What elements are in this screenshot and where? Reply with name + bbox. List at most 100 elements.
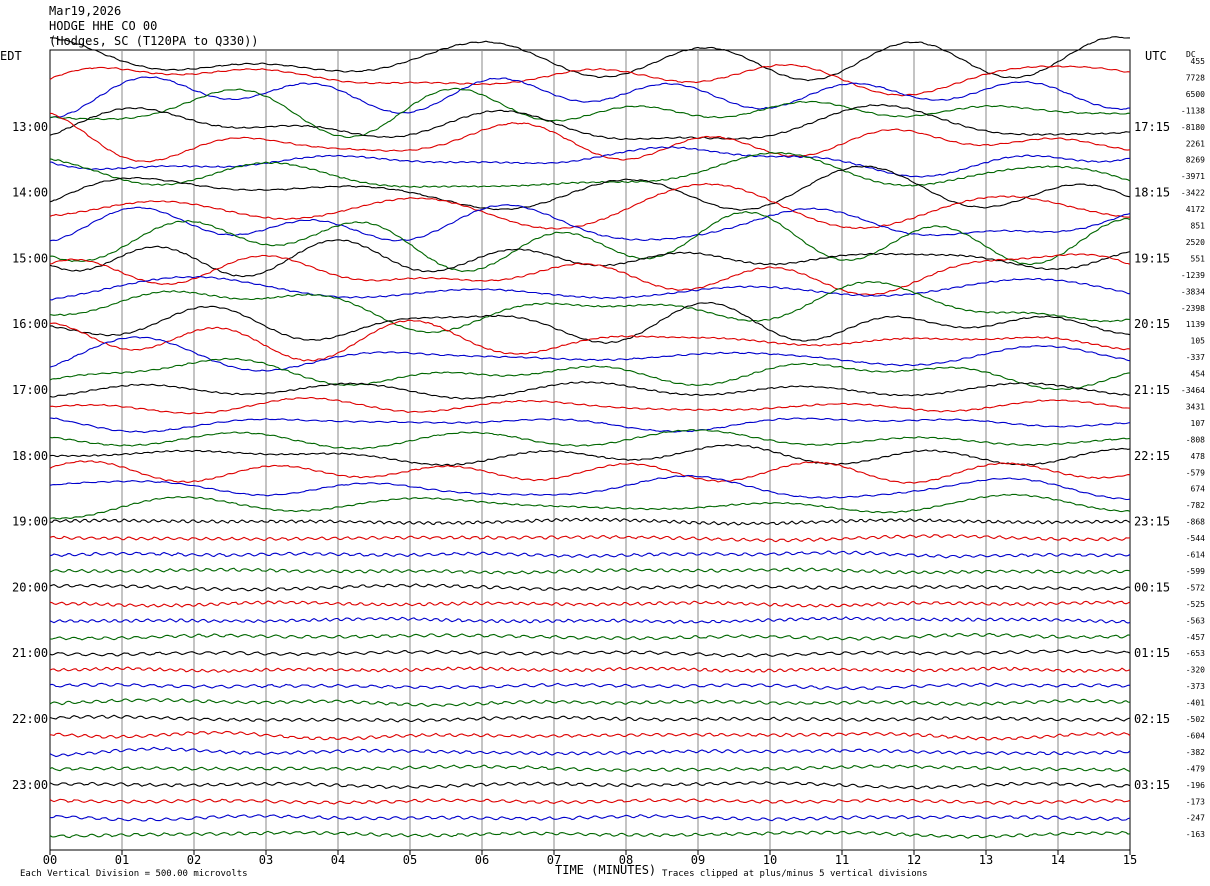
header-station: HODGE HHE CO 00 — [49, 19, 158, 33]
right-hour-label: 17:15 — [1134, 120, 1170, 134]
dc-offset-label: -320 — [1186, 666, 1205, 675]
dc-offset-label: -604 — [1186, 731, 1205, 740]
right-hour-label: 20:15 — [1134, 317, 1170, 331]
dc-offset-label: -1138 — [1181, 106, 1205, 115]
dc-offset-label: -563 — [1186, 616, 1205, 625]
axis-labels: 00 01 02 03 04 05 06 07 08 09 10 11 12 13 14 15 13:00 14:… — [12, 57, 1205, 867]
x-tick-label: 14 — [1051, 853, 1065, 867]
dc-offset-label: 6500 — [1186, 90, 1205, 99]
dc-offset-label: -544 — [1186, 534, 1205, 543]
dc-offset-label: -196 — [1186, 781, 1205, 790]
trace-line — [49, 87, 1131, 139]
trace-line — [49, 616, 1131, 624]
x-tick-label: 08 — [619, 853, 633, 867]
footer-left: Each Vertical Division = 500.00 microvol… — [20, 869, 248, 879]
dc-offset-label: 8269 — [1186, 156, 1205, 165]
dc-offset-label: 7728 — [1186, 73, 1205, 82]
dc-offset-label: -457 — [1186, 633, 1205, 642]
x-tick-label: 11 — [835, 853, 849, 867]
dc-offset-label: -3422 — [1181, 189, 1205, 198]
x-tick-label: 07 — [547, 853, 561, 867]
plot-frame — [49, 49, 1131, 851]
x-tick-label: 00 — [43, 853, 57, 867]
trace-line — [49, 649, 1131, 658]
trace-line — [49, 444, 1131, 467]
dc-offset-label: -868 — [1186, 518, 1205, 527]
dc-offset-label: -163 — [1186, 830, 1205, 839]
dc-offset-label: -653 — [1186, 649, 1205, 658]
trace-line — [49, 600, 1131, 608]
dc-offset-label: -502 — [1186, 715, 1205, 724]
trace-line — [49, 698, 1131, 707]
trace-line — [49, 302, 1131, 344]
trace-line — [49, 204, 1131, 242]
x-tick-label: 12 — [907, 853, 921, 867]
trace-line — [49, 76, 1131, 119]
x-tick-label: 05 — [403, 853, 417, 867]
trace-line — [49, 146, 1130, 178]
left-hour-label: 19:00 — [12, 515, 48, 529]
dc-offset-label: -401 — [1186, 699, 1205, 708]
dc-offset-label: -8180 — [1181, 123, 1205, 132]
right-hour-label: 23:15 — [1134, 515, 1170, 529]
x-tick-label: 03 — [259, 853, 273, 867]
trace-line — [49, 583, 1131, 592]
left-hour-label: 16:00 — [12, 317, 48, 331]
trace-line — [49, 567, 1131, 575]
dc-offset-label: -808 — [1186, 435, 1205, 444]
trace-line — [49, 781, 1131, 790]
dc-offset-label: -3971 — [1181, 172, 1205, 181]
dc-offset-label: 107 — [1191, 419, 1206, 428]
trace-line — [49, 275, 1131, 301]
footer-right: Traces clipped at plus/minus 5 vertical … — [662, 869, 928, 879]
dc-offset-label: 551 — [1191, 254, 1206, 263]
dc-offset-label: -572 — [1186, 583, 1205, 592]
x-tick-label: 04 — [331, 853, 345, 867]
dc-title: DC — [1186, 50, 1196, 59]
header-location: (Hodges, SC (T120PA to Q330)) — [49, 34, 259, 48]
left-hour-label: 14:00 — [12, 186, 48, 200]
x-tick-label: 01 — [115, 853, 129, 867]
dc-offset-label: -525 — [1186, 600, 1205, 609]
trace-line — [49, 682, 1131, 691]
dc-offset-label: 455 — [1191, 57, 1206, 66]
dc-offset-label: -1239 — [1181, 271, 1205, 280]
seismic-traces — [49, 36, 1131, 839]
trace-line — [50, 112, 1131, 163]
right-hour-label: 19:15 — [1134, 251, 1170, 265]
trace-line — [49, 381, 1131, 400]
trace-line — [49, 798, 1131, 805]
trace-line — [49, 550, 1131, 559]
trace-line — [49, 253, 1131, 296]
trace-line — [49, 429, 1131, 450]
trace-line — [49, 63, 1131, 97]
right-hour-label: 03:15 — [1134, 778, 1170, 792]
trace-line — [49, 460, 1131, 484]
dc-offset-label: 478 — [1191, 452, 1206, 461]
trace-line — [49, 319, 1131, 362]
left-hour-label: 17:00 — [12, 383, 48, 397]
minute-grid — [49, 49, 1131, 855]
x-axis-label: TIME (MINUTES) — [555, 863, 656, 877]
left-hour-label: 18:00 — [12, 449, 48, 463]
dc-offset-label: 454 — [1191, 370, 1206, 379]
trace-line — [49, 396, 1131, 415]
dc-offset-label: 2261 — [1186, 139, 1205, 148]
left-axis-title: EDT — [0, 49, 22, 63]
left-hour-label: 21:00 — [12, 646, 48, 660]
dc-offset-label: 2520 — [1186, 238, 1205, 247]
dc-offset-label: -337 — [1186, 353, 1205, 362]
x-tick-label: 09 — [691, 853, 705, 867]
dc-offset-label: 851 — [1191, 222, 1206, 231]
dc-offset-label: -579 — [1186, 468, 1205, 477]
trace-line — [49, 336, 1131, 372]
right-hour-label: 00:15 — [1134, 580, 1170, 594]
dc-offset-label: -614 — [1186, 551, 1205, 560]
x-tick-label: 02 — [187, 853, 201, 867]
dc-offset-label: -382 — [1186, 748, 1205, 757]
trace-line — [49, 730, 1131, 741]
right-hour-label: 22:15 — [1134, 449, 1170, 463]
dc-offset-label: 3431 — [1186, 402, 1205, 411]
trace-line — [49, 764, 1131, 773]
